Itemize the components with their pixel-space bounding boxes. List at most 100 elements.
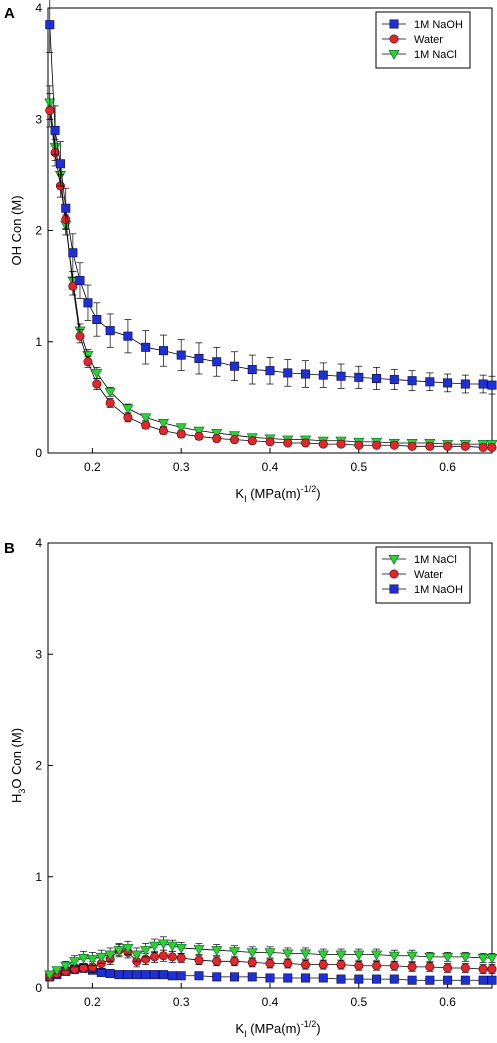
data-point <box>131 950 143 961</box>
data-point <box>140 946 152 956</box>
data-point <box>265 366 275 376</box>
data-point <box>247 365 257 375</box>
data-point <box>229 435 239 445</box>
data-point <box>460 379 470 389</box>
data-point <box>353 950 365 961</box>
y-axis-title: H3O Con (M) <box>9 728 27 803</box>
plot-frame <box>47 542 493 989</box>
data-point <box>487 442 497 452</box>
legend-marker <box>389 569 399 579</box>
panel-letter: B <box>4 540 15 557</box>
data-point <box>158 346 168 356</box>
data-point <box>105 326 115 336</box>
data-point <box>425 377 435 387</box>
data-point <box>175 423 187 434</box>
data-point <box>83 298 93 308</box>
x-tick-label: 0.5 <box>350 460 367 474</box>
data-point <box>51 966 63 977</box>
data-point <box>45 20 55 30</box>
data-point <box>283 959 293 969</box>
data-point <box>140 413 152 424</box>
series-water <box>45 93 497 452</box>
data-point <box>50 125 60 135</box>
data-point <box>61 203 71 213</box>
data-point <box>158 951 168 961</box>
data-point <box>443 378 453 388</box>
y-tick-label: 1 <box>35 335 42 349</box>
legend: 1M NaCl Water 1M NaOH <box>375 546 471 604</box>
data-point <box>167 971 177 981</box>
series-1m-nacl <box>44 936 497 981</box>
data-point <box>371 950 383 961</box>
data-point <box>389 974 399 984</box>
data-point <box>212 956 222 966</box>
data-point <box>229 956 239 966</box>
data-point <box>442 952 454 963</box>
y-tick-label: 0 <box>35 446 42 460</box>
data-point <box>83 357 93 367</box>
data-point <box>114 970 124 980</box>
data-point <box>68 281 78 291</box>
data-point <box>158 426 168 436</box>
x-tick-label: 0.3 <box>173 995 190 1009</box>
data-point <box>300 949 312 960</box>
data-point <box>157 418 169 429</box>
data-point <box>388 951 400 962</box>
data-point <box>460 963 470 973</box>
data-point <box>265 959 275 969</box>
data-point <box>407 975 417 985</box>
data-point <box>424 952 436 963</box>
data-point <box>389 375 399 385</box>
x-tick-label: 0.6 <box>439 995 456 1009</box>
x-axis-title: KI (MPa(m)-1/2) <box>235 1019 320 1039</box>
data-point <box>78 953 90 964</box>
data-point <box>283 368 293 378</box>
data-point <box>318 370 328 380</box>
data-point <box>194 431 204 441</box>
data-point <box>44 970 56 981</box>
data-point <box>354 440 364 450</box>
data-point <box>55 159 65 169</box>
data-point <box>95 952 107 963</box>
x-tick-label: 0.3 <box>173 460 190 474</box>
data-point <box>487 380 497 390</box>
data-point <box>104 950 116 961</box>
data-point <box>176 953 186 963</box>
data-point <box>283 438 293 448</box>
data-point <box>194 971 204 981</box>
legend-label: 1M NaCl <box>414 49 457 61</box>
series-1m-naoh <box>45 963 497 985</box>
data-point <box>176 429 186 439</box>
data-point <box>478 379 488 389</box>
data-point <box>92 379 102 389</box>
data-point <box>75 276 85 286</box>
data-point <box>149 941 161 952</box>
x-tick-label: 0.2 <box>84 460 101 474</box>
y-tick-label: 1 <box>35 870 42 884</box>
data-point <box>336 974 346 984</box>
data-point <box>487 964 497 974</box>
data-point <box>176 350 186 360</box>
data-point <box>132 970 142 980</box>
legend-marker <box>388 49 400 60</box>
data-point <box>301 369 311 379</box>
data-point <box>91 368 103 379</box>
data-point <box>150 970 160 980</box>
data-point <box>86 955 98 965</box>
legend-label: Water <box>414 569 443 581</box>
data-point <box>336 960 346 970</box>
legend-marker <box>389 584 399 594</box>
x-tick-label: 0.5 <box>350 995 367 1009</box>
data-point <box>283 973 293 983</box>
data-point <box>460 441 470 451</box>
data-point <box>228 947 240 958</box>
data-point <box>425 975 435 985</box>
panel-letter: A <box>4 5 15 22</box>
data-point <box>167 952 177 962</box>
series-1m-nacl <box>44 85 497 450</box>
data-point <box>229 361 239 371</box>
data-point <box>389 961 399 971</box>
data-point <box>122 943 134 954</box>
data-point <box>104 387 116 398</box>
